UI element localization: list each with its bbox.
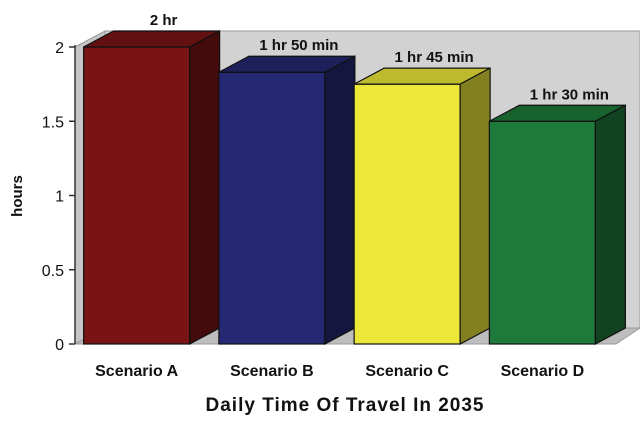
x-axis: Scenario A Scenario B Scenario C Scenario D	[95, 363, 584, 380]
bar-front	[488, 120, 596, 345]
bar-front	[83, 46, 191, 345]
bar-side	[459, 67, 491, 345]
bar: 1 hr 45 min	[353, 49, 491, 345]
x-tick-label: Scenario A	[95, 363, 178, 380]
bar-side	[594, 104, 626, 345]
data-label: 1 hr 50 min	[259, 37, 338, 54]
y-axis: 0 0.5 1 1.5 2	[42, 40, 76, 354]
data-label: 1 hr 45 min	[395, 49, 474, 66]
data-label: 1 hr 30 min	[530, 86, 609, 103]
bar-front	[218, 71, 326, 345]
y-tick-label: 0	[55, 337, 64, 354]
y-axis-label: hours	[9, 175, 26, 217]
y-tick-label: 1.5	[42, 114, 64, 131]
bar: 2 hr	[83, 12, 221, 345]
x-tick-label: Scenario D	[501, 363, 585, 380]
data-label: 2 hr	[150, 12, 178, 29]
bar-front	[353, 83, 461, 345]
x-axis-label: Daily Time Of Travel In 2035	[206, 395, 485, 416]
y-tick-label: 1	[55, 189, 64, 206]
bar: 1 hr 30 min	[488, 86, 626, 345]
x-tick-label: Scenario C	[365, 363, 449, 380]
bar-side	[324, 55, 356, 345]
bar: 1 hr 50 min	[218, 37, 356, 345]
bar-side	[189, 30, 221, 345]
x-tick-label: Scenario B	[230, 363, 314, 380]
bar-series: 2 hr 1 hr 50 min 1 hr 45 min 1 hr 30 min	[83, 12, 626, 345]
y-tick-label: 0.5	[42, 263, 64, 280]
y-tick-label: 2	[55, 40, 64, 57]
